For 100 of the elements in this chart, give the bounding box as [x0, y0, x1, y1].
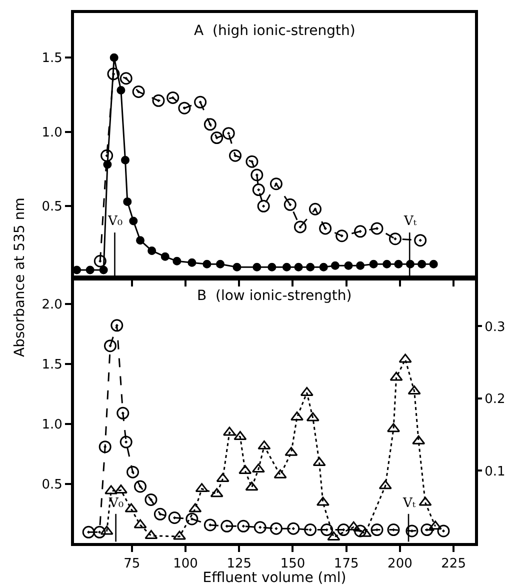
- point: [116, 86, 126, 95]
- point: [282, 262, 291, 272]
- point: [86, 266, 94, 274]
- ref-line-label: V₀: [107, 214, 123, 229]
- point: [104, 485, 118, 494]
- point: [390, 372, 403, 381]
- point: [287, 522, 300, 535]
- point: [210, 132, 224, 144]
- point: [330, 261, 340, 270]
- point: [250, 168, 264, 182]
- point: [437, 524, 450, 538]
- x-tick-label: 225: [441, 556, 466, 572]
- y-tick-label: 0.5: [42, 200, 62, 215]
- point: [388, 232, 402, 246]
- point: [178, 102, 191, 114]
- point: [195, 483, 208, 492]
- point: [104, 340, 116, 352]
- y-tick-label: 1.5: [42, 357, 62, 372]
- ref-line-label: V₀: [108, 496, 124, 511]
- x-tick-label: 175: [334, 556, 359, 572]
- point: [166, 91, 180, 104]
- point: [144, 530, 158, 540]
- x-tick-label: 150: [280, 556, 306, 572]
- point: [378, 480, 392, 490]
- point: [270, 178, 282, 190]
- point: [284, 446, 298, 456]
- point: [172, 256, 182, 266]
- point: [222, 127, 235, 140]
- point: [428, 520, 442, 530]
- point: [126, 466, 140, 478]
- point: [216, 260, 224, 268]
- point: [306, 262, 315, 272]
- y-axis-title: Absorbance at 535 nm: [12, 198, 28, 357]
- y-tick-label: 2.0: [42, 297, 62, 312]
- point: [369, 260, 378, 268]
- point: [120, 72, 132, 85]
- point: [129, 216, 138, 226]
- point: [394, 260, 403, 268]
- point: [370, 222, 384, 235]
- y-tick-label: 0.5: [42, 478, 62, 493]
- point: [99, 266, 108, 274]
- point: [356, 261, 365, 270]
- point: [202, 260, 212, 268]
- point: [210, 488, 224, 498]
- point: [300, 386, 314, 396]
- point: [238, 464, 252, 474]
- point: [370, 524, 384, 536]
- point: [258, 440, 271, 450]
- y-tick-label: 1.5: [42, 51, 62, 66]
- point: [254, 521, 266, 534]
- point: [232, 262, 242, 272]
- point: [120, 436, 132, 448]
- point: [252, 464, 265, 473]
- point: [398, 354, 412, 363]
- ref-line-label: Vₜ: [403, 214, 418, 229]
- point: [152, 94, 165, 107]
- point: [204, 118, 216, 131]
- point: [148, 246, 156, 255]
- point: [186, 512, 198, 526]
- point: [270, 522, 282, 535]
- point: [123, 197, 132, 206]
- x-tick-label: 200: [388, 556, 412, 572]
- point: [134, 480, 147, 493]
- point: [136, 236, 145, 245]
- ref-line-label: Vₜ: [402, 496, 416, 511]
- text: B (low ionic-strength): [197, 288, 352, 304]
- point: [144, 493, 158, 506]
- point: [306, 412, 320, 422]
- point: [216, 472, 230, 482]
- point: [319, 262, 328, 272]
- point: [116, 406, 130, 420]
- point: [327, 531, 340, 540]
- point: [354, 524, 367, 538]
- y-tick-label: 1.0: [42, 125, 62, 140]
- point: [252, 262, 262, 272]
- point: [107, 68, 120, 80]
- point: [320, 524, 334, 536]
- point: [347, 521, 360, 530]
- point: [93, 526, 106, 538]
- x-tick-label: 125: [226, 556, 252, 572]
- point: [222, 426, 236, 436]
- point: [316, 496, 330, 506]
- point: [132, 86, 145, 98]
- point: [246, 155, 258, 168]
- point: [204, 518, 216, 532]
- point: [268, 262, 276, 272]
- point: [418, 496, 432, 506]
- point: [284, 198, 296, 211]
- point: [290, 412, 304, 421]
- point: [98, 440, 112, 454]
- point: [418, 260, 426, 268]
- point: [100, 149, 114, 162]
- point: [274, 469, 287, 478]
- point: [337, 524, 350, 536]
- point: [160, 252, 170, 261]
- point: [110, 53, 118, 62]
- point: [124, 503, 138, 512]
- point: [188, 258, 196, 267]
- point: [82, 526, 95, 538]
- point: [414, 234, 427, 247]
